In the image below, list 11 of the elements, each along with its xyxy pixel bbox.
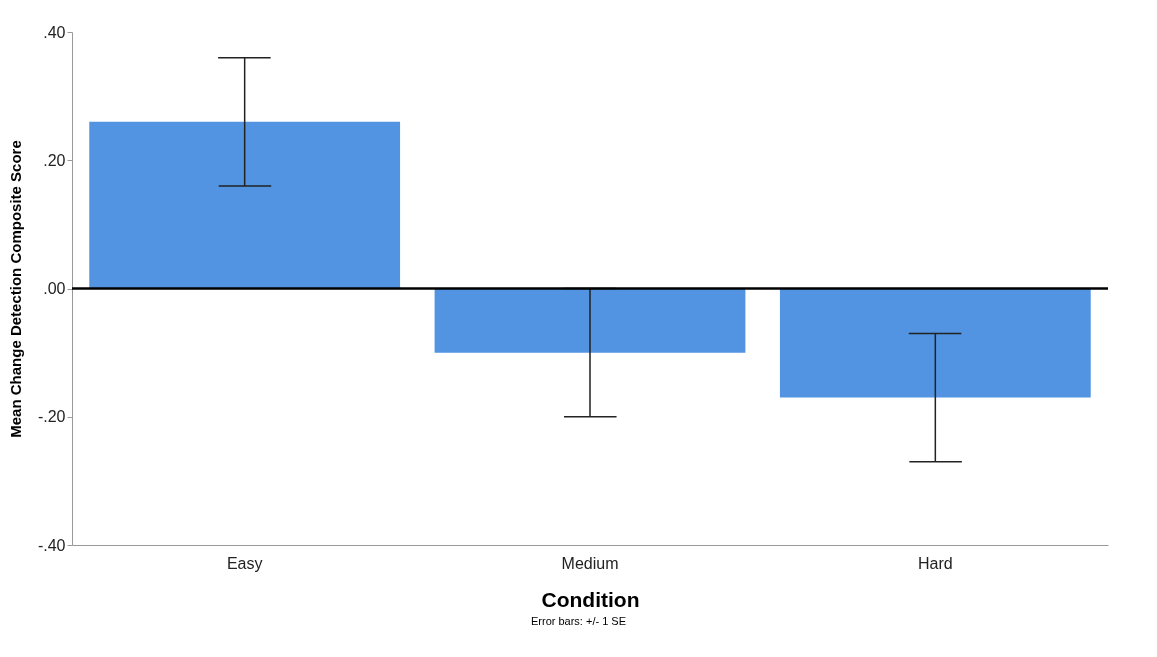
y-tick-label: -.40 <box>37 536 66 554</box>
x-tick-label: Medium <box>561 554 619 572</box>
y-axis-title: Mean Change Detection Composite Score <box>6 140 24 438</box>
y-tick-label: .20 <box>43 151 66 169</box>
y-tick-label: .00 <box>43 280 66 297</box>
y-tick-label: .40 <box>43 23 66 41</box>
x-tick-label: Easy <box>226 554 263 572</box>
x-axis-title: Condition <box>541 587 640 611</box>
y-tick-label: -.20 <box>37 408 66 426</box>
x-tick-label: Hard <box>917 554 953 572</box>
text: Error bars: +/- 1 SE <box>529 615 628 627</box>
